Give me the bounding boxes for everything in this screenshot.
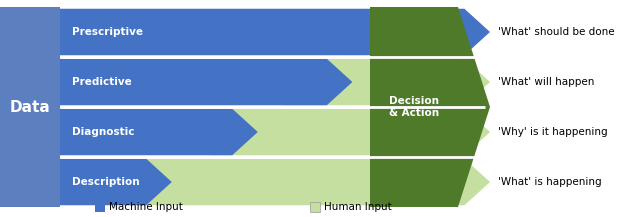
Text: 'What' is happening: 'What' is happening [498, 177, 602, 187]
Polygon shape [60, 9, 490, 55]
Bar [95, 202, 105, 212]
Text: Human Input: Human Input [324, 202, 392, 212]
Text: Diagnostic: Diagnostic [72, 127, 134, 137]
Text: Predictive: Predictive [72, 77, 132, 87]
Text: 'What' will happen: 'What' will happen [498, 77, 595, 87]
Polygon shape [284, 59, 490, 105]
FancyBboxPatch shape [0, 7, 60, 207]
Polygon shape [60, 59, 353, 105]
Polygon shape [211, 109, 490, 155]
Polygon shape [60, 109, 258, 155]
Polygon shape [60, 159, 172, 205]
Text: 'Why' is it happening: 'Why' is it happening [498, 127, 607, 137]
Text: 'What' should be done: 'What' should be done [498, 27, 614, 37]
Text: Decision
& Action: Decision & Action [389, 96, 439, 118]
Text: Description: Description [72, 177, 140, 187]
Text: Machine Input: Machine Input [109, 202, 183, 212]
Polygon shape [370, 7, 490, 207]
Bar [310, 202, 320, 212]
Text: Prescriptive: Prescriptive [72, 27, 143, 37]
Text: Data: Data [10, 100, 51, 115]
Polygon shape [138, 159, 490, 205]
